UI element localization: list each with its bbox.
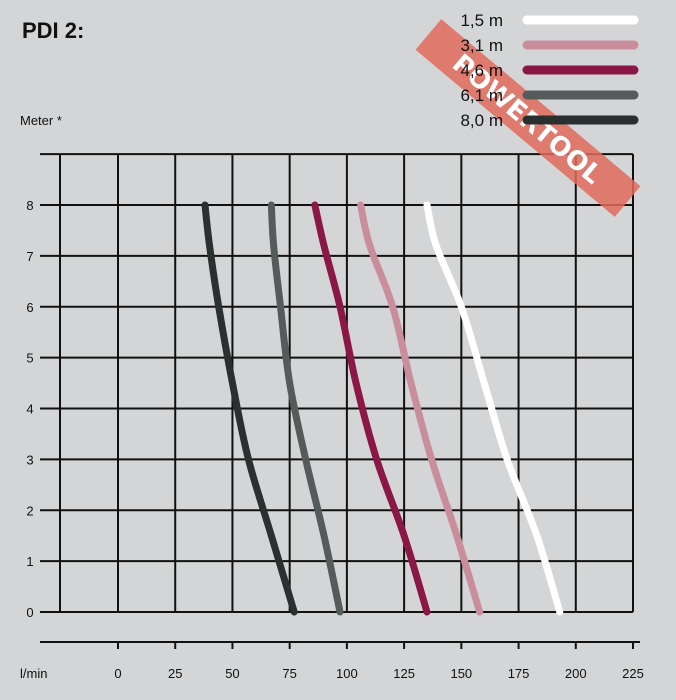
x-tick-label: 150 [450,666,472,681]
series-line [357,201,484,616]
x-axis-label: l/min [20,666,47,681]
x-tick-label: 50 [225,666,239,681]
x-tick-label: 100 [336,666,358,681]
series-line [423,201,564,616]
series-line [201,201,298,616]
legend-label: 8,0 m [460,111,503,130]
legend-label: 6,1 m [460,86,503,105]
series-lines [201,201,564,616]
x-tick-label: 225 [622,666,644,681]
y-tick-label: 4 [26,402,33,417]
y-axis-label: Meter * [20,113,62,128]
chart-title: PDI 2: [22,18,84,43]
x-tick-label: 25 [168,666,182,681]
x-tick-label: 75 [282,666,296,681]
y-tick-label: 1 [26,554,33,569]
legend-label: 3,1 m [460,36,503,55]
y-tick-label: 5 [26,351,33,366]
x-tick-label: 0 [114,666,121,681]
grid [40,153,634,613]
x-tick-label: 125 [393,666,415,681]
x-tick-label: 200 [565,666,587,681]
legend: 1,5 m 3,1 m 4,6 m 6,1 m 8,0 m [460,11,639,130]
x-tick-label: 175 [508,666,530,681]
legend-label: 1,5 m [460,11,503,30]
legend-label: 4,6 m [460,61,503,80]
series-line [267,201,344,616]
y-tick-label: 2 [26,503,33,518]
y-tick-label: 3 [26,452,33,467]
y-tick-label: 0 [26,605,33,620]
axes: 0 25 50 75 100 125 150 175 200 225 0 1 2 3 4 5 6 7 8 [26,154,644,681]
y-tick-label: 6 [26,300,33,315]
y-tick-label: 8 [26,198,33,213]
y-tick-label: 7 [26,249,33,264]
series-line [311,201,431,616]
